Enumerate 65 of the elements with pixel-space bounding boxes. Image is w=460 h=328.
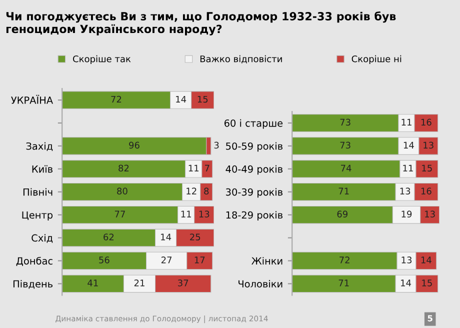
data-label: 27 — [161, 256, 172, 264]
data-label: 25 — [190, 234, 200, 240]
data-label: 3 — [214, 142, 219, 149]
legend-label: Скоріше так — [73, 55, 131, 64]
y-tick-label: 18-29 років — [226, 211, 282, 221]
data-label: 71 — [338, 188, 349, 194]
y-tick-label: Чоловіки — [238, 280, 282, 288]
y-tick-label: 60 і старше — [224, 119, 283, 129]
chart-title: Чи погоджуєтесь Ви з тим, що Голодомор 1932-33 років був геноцидом Українського народу? — [6, 11, 396, 36]
y-tick-label: 50-59 років — [226, 142, 282, 152]
data-label: 73 — [340, 118, 350, 126]
data-label: 56 — [99, 256, 110, 264]
y-tick-label: 40-49 років — [226, 165, 282, 175]
data-label: 8 — [204, 188, 209, 194]
data-label: 14 — [401, 280, 412, 286]
data-label: 11 — [402, 118, 412, 126]
legend-label: Скоріше ні — [352, 55, 402, 64]
text: 5 — [428, 315, 432, 322]
data-label: 11 — [403, 164, 413, 172]
data-label: 14 — [421, 256, 432, 264]
data-label: 72 — [111, 96, 122, 103]
data-label: 12 — [186, 188, 196, 194]
y-tick-label: Схід — [32, 234, 53, 243]
data-label: 14 — [161, 234, 172, 240]
y-tick-label: Донбас — [16, 256, 52, 266]
data-label: 17 — [194, 256, 205, 264]
data-label: 15 — [198, 96, 208, 103]
data-label: 13 — [424, 142, 434, 149]
y-tick-label: Північ — [23, 188, 52, 196]
data-label: 62 — [104, 234, 114, 240]
data-label: 13 — [402, 256, 412, 264]
data-label: 21 — [134, 280, 144, 286]
data-label: 74 — [341, 164, 352, 172]
data-label: 80 — [117, 188, 128, 194]
y-tick-label: 30-39 років — [226, 188, 282, 198]
data-label: 7 — [205, 164, 210, 172]
y-tick-label: Жінки — [252, 257, 282, 264]
data-label: 41 — [88, 280, 98, 286]
data-label: 37 — [178, 280, 188, 286]
y-tick-label: Центр — [22, 211, 53, 221]
data-label: 15 — [422, 164, 432, 172]
data-label: 73 — [340, 142, 350, 149]
bar — [62, 137, 207, 155]
y-tick-label: Захід — [26, 142, 53, 151]
data-label: 16 — [421, 118, 432, 126]
data-label: 82 — [118, 164, 129, 172]
data-label: 13 — [425, 210, 435, 218]
data-label: 96 — [129, 142, 140, 149]
data-label: 15 — [422, 280, 432, 286]
data-label: 19 — [402, 210, 412, 218]
data-label: 14 — [176, 96, 186, 103]
data-label: 77 — [114, 210, 125, 218]
data-label: 16 — [421, 188, 432, 194]
data-label: 11 — [181, 210, 192, 218]
data-label: 72 — [340, 256, 350, 264]
data-label: 13 — [199, 210, 210, 218]
y-tick-label: Київ — [32, 165, 52, 173]
data-label: 13 — [400, 188, 410, 194]
y-tick-label: Південь — [13, 280, 52, 289]
data-label: 14 — [404, 142, 414, 148]
y-tick-label: УКРАЇНА — [11, 94, 53, 104]
data-label: 71 — [338, 280, 349, 286]
data-label: 69 — [337, 210, 348, 218]
legend-label: Важко відповісти — [200, 55, 282, 64]
data-label: 11 — [188, 164, 199, 172]
